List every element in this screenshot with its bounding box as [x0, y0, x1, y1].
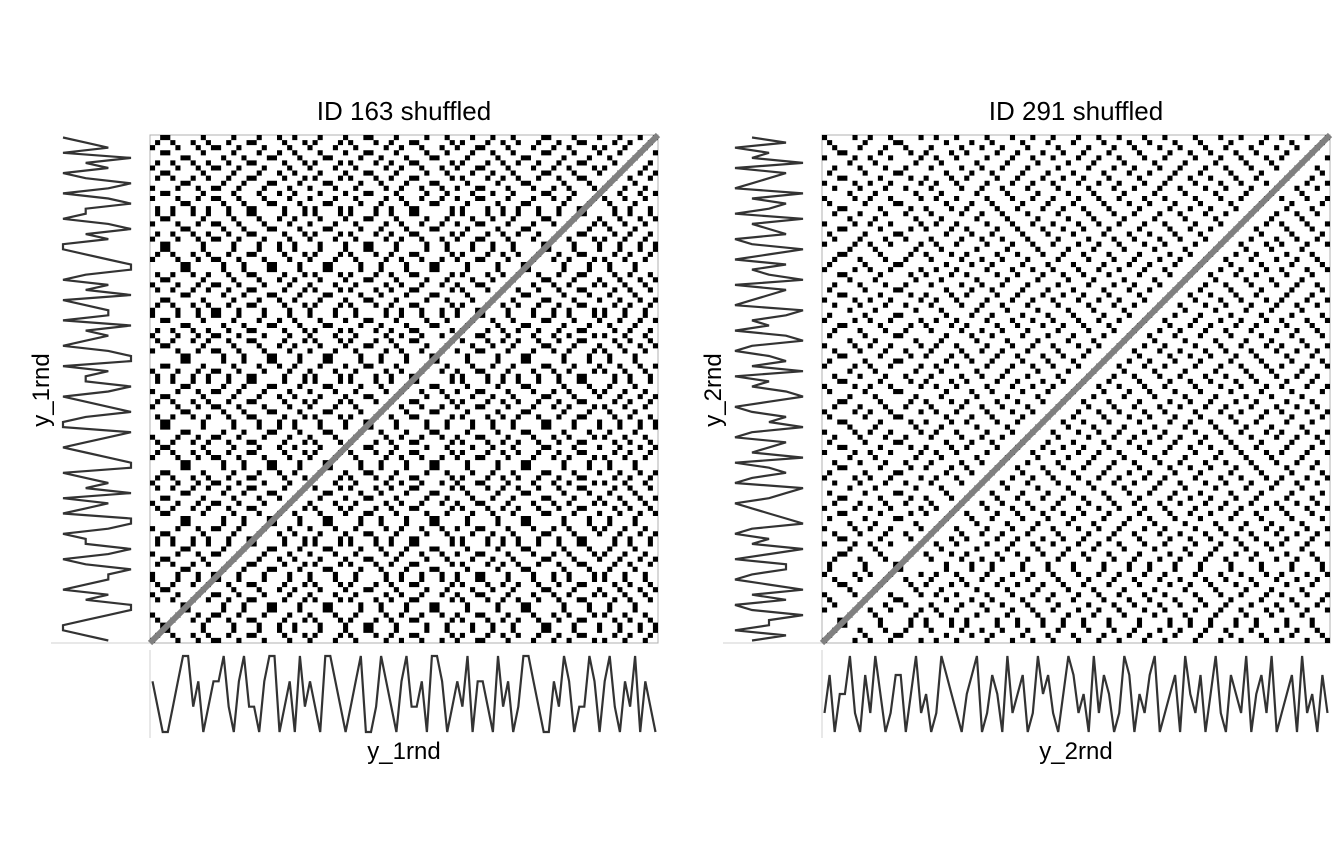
line-of-identity: [819, 132, 1333, 646]
x-time-series-2: [821, 650, 1329, 738]
y-series-line: [61, 136, 133, 642]
y-series-line: [734, 136, 804, 642]
recurrence-matrix-1: [147, 132, 661, 646]
y-time-series-2: [723, 136, 822, 644]
x-series-line: [823, 655, 1329, 733]
y-axis-label-1: y_1rnd: [28, 353, 55, 427]
recurrence-matrix-2: [819, 132, 1333, 646]
chart-title-2: ID 291 shuffled: [988, 96, 1164, 126]
x-series-line: [151, 654, 657, 734]
x-time-series-1: [149, 650, 657, 738]
x-axis-label-1: y_1rnd: [367, 738, 441, 765]
line-of-identity: [147, 132, 661, 646]
chart-title-1: ID 163 shuffled: [316, 96, 492, 126]
x-axis-label-2: y_2rnd: [1039, 738, 1113, 765]
y-time-series-1: [51, 136, 150, 644]
y-axis-label-2: y_2rnd: [700, 353, 727, 427]
